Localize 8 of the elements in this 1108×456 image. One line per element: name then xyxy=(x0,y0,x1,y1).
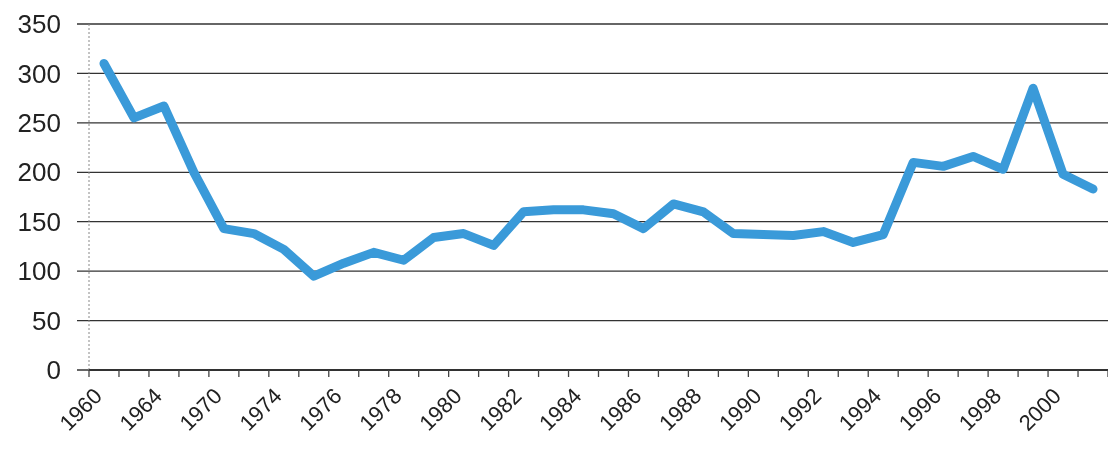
y-tick-label: 100 xyxy=(17,256,61,287)
y-tick-label: 350 xyxy=(17,9,61,40)
y-tick-label: 50 xyxy=(32,305,61,336)
y-tick-label: 150 xyxy=(17,206,61,237)
y-tick-label: 0 xyxy=(46,355,61,386)
y-tick-label: 200 xyxy=(17,157,61,188)
y-tick-label: 300 xyxy=(17,58,61,89)
y-tick-label: 250 xyxy=(17,107,61,138)
